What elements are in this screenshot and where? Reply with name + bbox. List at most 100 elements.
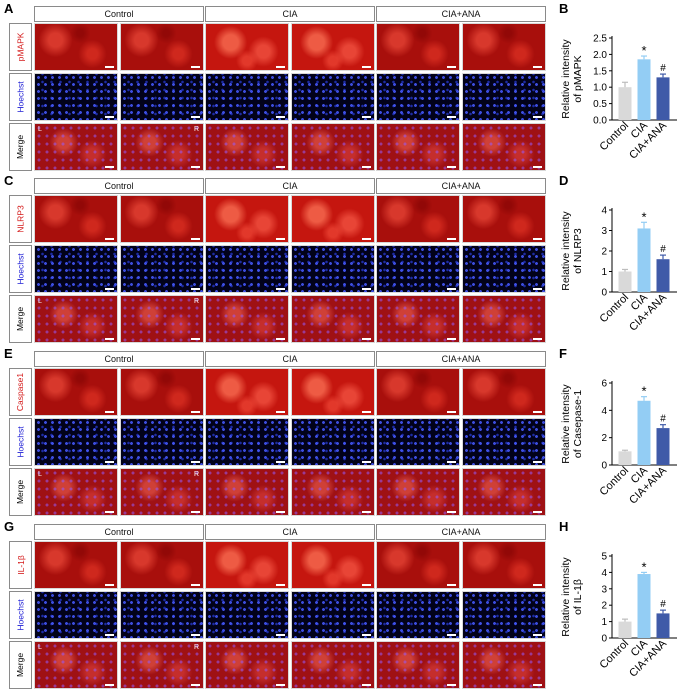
row-label: IL-1β <box>9 541 32 589</box>
significance-mark: * <box>641 209 646 224</box>
micrograph-tile <box>34 641 118 689</box>
row-label: Caspase1 <box>9 368 32 416</box>
group-header: CIA+ANA <box>376 351 546 367</box>
hemisphere-right-label: R <box>194 471 200 478</box>
micrograph-tile <box>120 418 204 466</box>
scale-bar <box>447 338 456 340</box>
group-header: CIA+ANA <box>376 178 546 194</box>
y-tick-label: 3 <box>601 226 607 237</box>
micrograph-tile <box>462 591 546 639</box>
y-tick-label: 4 <box>601 206 607 217</box>
y-tick-label: 2.0 <box>593 50 607 61</box>
y-axis-label: of IL-1β <box>572 579 584 615</box>
y-tick-label: 0.5 <box>593 99 607 110</box>
micrograph-tile <box>120 23 204 71</box>
micrograph-tile <box>120 245 204 293</box>
scale-bar <box>105 634 114 636</box>
y-axis-label: of pMAPK <box>572 55 584 102</box>
micrograph-tile <box>120 295 204 343</box>
row-label-text: Merge <box>15 479 26 505</box>
scale-bar <box>105 584 114 586</box>
scale-bar <box>533 66 542 68</box>
scale-bar <box>105 511 114 513</box>
significance-mark: * <box>641 384 646 399</box>
hemisphere-left-label: L <box>38 126 42 133</box>
scale-bar <box>191 684 200 686</box>
scale-bar <box>191 461 200 463</box>
row-label-text: Merge <box>15 652 26 678</box>
row-label: Hoechst <box>9 73 32 121</box>
hemisphere-left-label: L <box>38 298 42 305</box>
micrograph-tile <box>462 123 546 171</box>
scale-bar <box>447 238 456 240</box>
y-tick-label: 0.0 <box>593 116 607 127</box>
bar-chart: Relative intensity of pMAPK 0.0 0.5 1.0 1.5 2.… <box>560 34 677 162</box>
micrograph-tile <box>34 468 118 516</box>
micrograph-tile <box>120 73 204 121</box>
scale-bar <box>276 511 285 513</box>
scale-bar <box>105 288 114 290</box>
micrograph-tile <box>34 418 118 466</box>
scale-bar <box>533 634 542 636</box>
scale-bar <box>533 116 542 118</box>
micrograph-tile <box>205 468 289 516</box>
micrograph-tile <box>120 591 204 639</box>
scale-bar <box>447 634 456 636</box>
scale-bar <box>191 288 200 290</box>
micrograph-tile <box>462 245 546 293</box>
scale-bar <box>533 461 542 463</box>
y-axis-label: of NLRP3 <box>572 228 584 274</box>
bar <box>637 400 651 465</box>
micrograph-tile <box>462 468 546 516</box>
micrograph-tile <box>34 295 118 343</box>
y-tick-label: 2 <box>601 601 607 612</box>
micrograph-tile <box>462 73 546 121</box>
group-header: CIA <box>205 351 375 367</box>
significance-mark: * <box>641 43 646 58</box>
row-label: pMAPK <box>9 23 32 71</box>
scale-bar <box>447 584 456 586</box>
chart-panel-letter: B <box>559 1 569 16</box>
scale-bar <box>362 584 371 586</box>
scale-bar <box>276 166 285 168</box>
bar <box>656 428 670 465</box>
micrograph-tile <box>462 195 546 243</box>
scale-bar <box>276 461 285 463</box>
scale-bar <box>447 684 456 686</box>
row-label: Merge <box>9 123 32 171</box>
scale-bar <box>191 511 200 513</box>
scale-bar <box>105 461 114 463</box>
y-axis-label: Relative intensity <box>560 557 572 637</box>
bar <box>618 271 632 292</box>
scale-bar <box>191 584 200 586</box>
y-axis-label: Relative intensity <box>560 211 572 291</box>
chart-panel-letter: D <box>559 173 569 188</box>
panel-letter: E <box>4 346 13 361</box>
micrograph-tile <box>462 23 546 71</box>
micrograph-tile <box>462 295 546 343</box>
scale-bar <box>447 116 456 118</box>
scale-bar <box>533 238 542 240</box>
scale-bar <box>447 461 456 463</box>
micrograph-tile <box>376 195 460 243</box>
scale-bar <box>105 338 114 340</box>
micrograph-tile <box>205 73 289 121</box>
y-tick-label: 3 <box>601 584 607 595</box>
y-tick-label: 4 <box>601 568 607 579</box>
scale-bar <box>191 166 200 168</box>
group-header: CIA <box>205 6 375 22</box>
bar-chart: Relative intensity of NLRP301234Control*C… <box>560 206 677 334</box>
micrograph-tile <box>291 641 375 689</box>
scale-bar <box>447 166 456 168</box>
row-label-text: pMAPK <box>15 32 26 62</box>
row-label: Hoechst <box>9 418 32 466</box>
scale-bar <box>362 238 371 240</box>
micrograph-tile <box>376 541 460 589</box>
scale-bar <box>533 166 542 168</box>
bar <box>656 613 670 638</box>
scale-bar <box>105 116 114 118</box>
micrograph-tile <box>462 541 546 589</box>
y-tick-label: 0 <box>601 288 607 299</box>
micrograph-tile <box>120 541 204 589</box>
scale-bar <box>105 411 114 413</box>
